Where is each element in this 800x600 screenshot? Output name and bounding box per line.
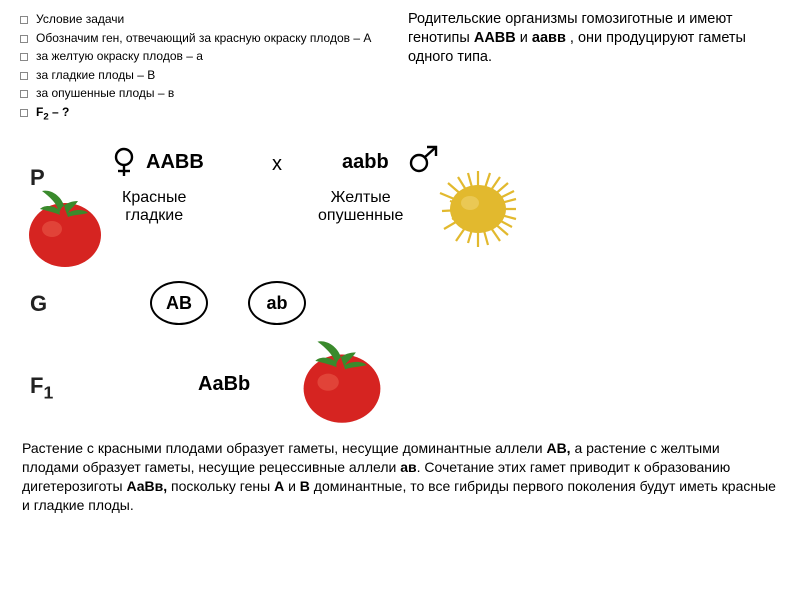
gamete-left: AB — [150, 281, 208, 325]
pn-aabb-l: аавв — [532, 30, 570, 46]
bt-b1: АВ, — [546, 440, 570, 456]
f2-rest: – ? — [49, 105, 70, 119]
cond-item: за опушенные плоды – в — [18, 84, 408, 103]
bt-b3: АаВв, — [126, 478, 167, 494]
pheno-right-2: опушенные — [318, 207, 403, 224]
pn-aabb-u: ААВВ — [474, 30, 516, 46]
parent-note: Родительские организмы гомозиготные и им… — [408, 10, 768, 125]
fruit-yellow-icon — [428, 163, 528, 253]
cond-item: за гладкие плоды – В — [18, 66, 408, 85]
pheno-left-1: Красные — [122, 189, 186, 206]
f1-sub: 1 — [43, 383, 53, 403]
cond-item: Обозначим ген, отвечающий за красную окр… — [18, 29, 408, 48]
bt-5: и — [284, 478, 300, 494]
pn-mid: и — [516, 30, 532, 46]
cross-symbol: x — [272, 153, 282, 176]
gamete-left-txt: AB — [166, 293, 192, 314]
gamete-right: ab — [248, 281, 306, 325]
genotype-p-right: aabb — [342, 151, 389, 174]
tomato-red-left-icon — [20, 181, 110, 271]
phenotype-right: Желтые опушенные — [318, 189, 403, 224]
female-icon — [112, 147, 142, 177]
tomato-red-f1-icon — [294, 331, 390, 427]
pheno-left-2: гладкие — [125, 207, 183, 224]
cond-item: Условие задачи — [18, 10, 408, 29]
conditions-list: Условие задачи Обозначим ген, отвечающий… — [18, 10, 408, 125]
bottom-explanation: Растение с красными плодами образует гам… — [0, 433, 800, 515]
f1-f: F — [30, 373, 43, 398]
cond-item-f2: F2 – ? — [18, 103, 408, 125]
pheno-right-1: Желтые — [331, 189, 391, 206]
genotype-p-left: AABB — [146, 151, 204, 174]
bt-1: Растение с красными плодами образует гам… — [22, 440, 546, 456]
bt-b5: В — [300, 478, 310, 494]
gamete-right-txt: ab — [266, 293, 287, 314]
bt-b4: А — [274, 478, 284, 494]
conditions-block: Условие задачи Обозначим ген, отвечающий… — [18, 10, 408, 125]
label-f1: F1 — [30, 373, 53, 403]
phenotype-left: Красные гладкие — [122, 189, 186, 224]
cross-diagram: P AABB x aabb Красные гладкие Желтые опу… — [30, 133, 800, 433]
bt-4: поскольку гены — [167, 478, 274, 494]
bt-b2: ав — [400, 459, 416, 475]
label-g: G — [30, 291, 47, 317]
genotype-f1: AaBb — [198, 373, 250, 396]
cond-item: за желтую окраску плодов – а — [18, 47, 408, 66]
